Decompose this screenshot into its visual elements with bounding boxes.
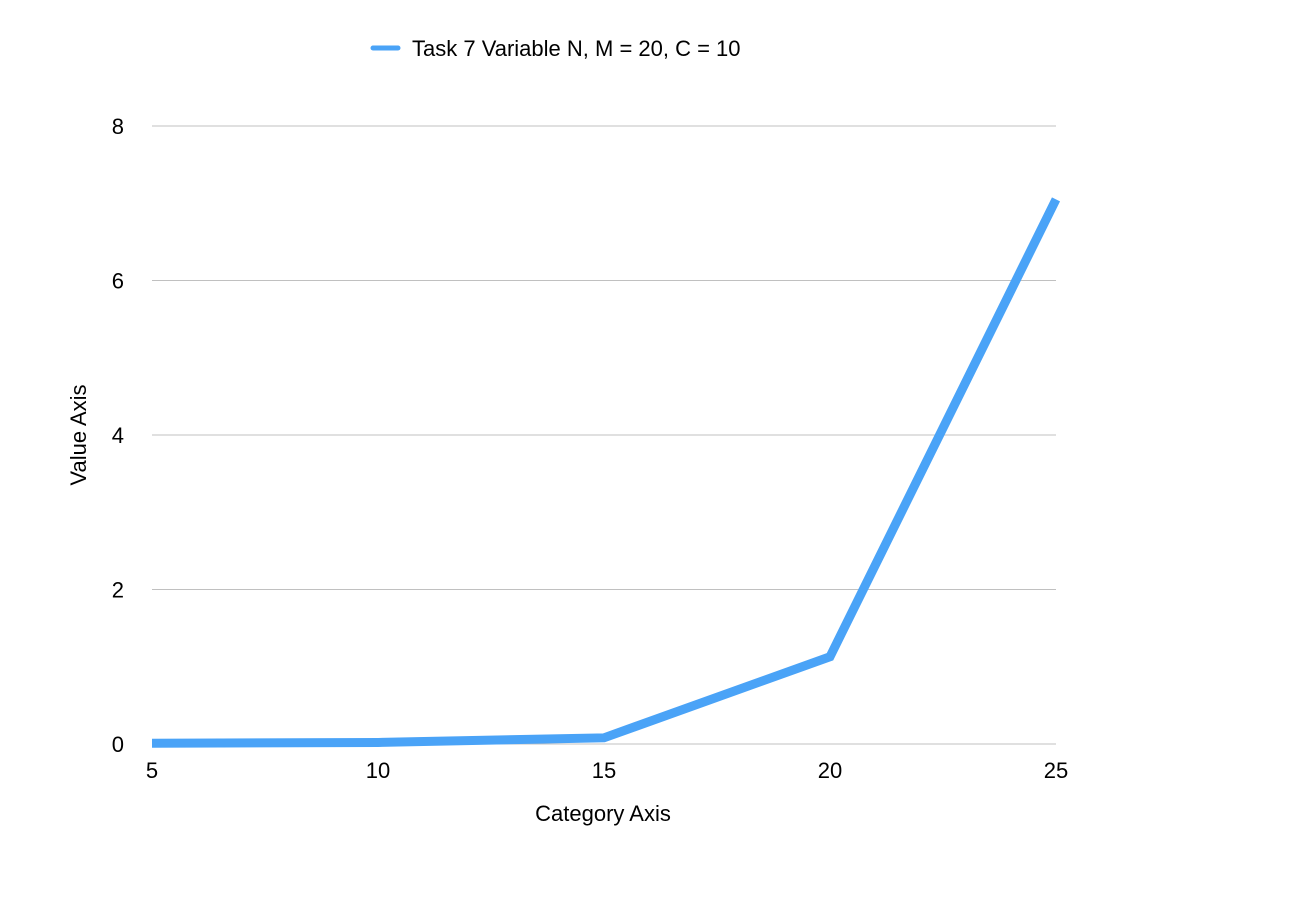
x-tick-label: 5 xyxy=(146,758,158,783)
x-axis-title: Category Axis xyxy=(535,801,671,826)
x-tick-label: 10 xyxy=(366,758,390,783)
y-tick-label: 6 xyxy=(112,269,124,294)
y-tick-label: 0 xyxy=(112,732,124,757)
y-tick-label: 4 xyxy=(112,423,124,448)
x-tick-label: 25 xyxy=(1044,758,1068,783)
legend-label: Task 7 Variable N, M = 20, C = 10 xyxy=(412,36,741,61)
gridlines xyxy=(152,125,1056,745)
x-tick-label: 15 xyxy=(592,758,616,783)
y-tick-label: 2 xyxy=(112,578,124,603)
y-axis-title: Value Axis xyxy=(66,384,91,485)
y-axis-ticks: 0 2 4 6 8 xyxy=(112,114,124,757)
x-tick-label: 20 xyxy=(818,758,842,783)
legend: Task 7 Variable N, M = 20, C = 10 xyxy=(370,36,741,61)
series-lines xyxy=(151,197,1061,748)
x-axis-ticks: 5 10 15 20 25 xyxy=(146,758,1068,783)
series-line-0 xyxy=(151,197,1061,748)
y-tick-label: 8 xyxy=(112,114,124,139)
